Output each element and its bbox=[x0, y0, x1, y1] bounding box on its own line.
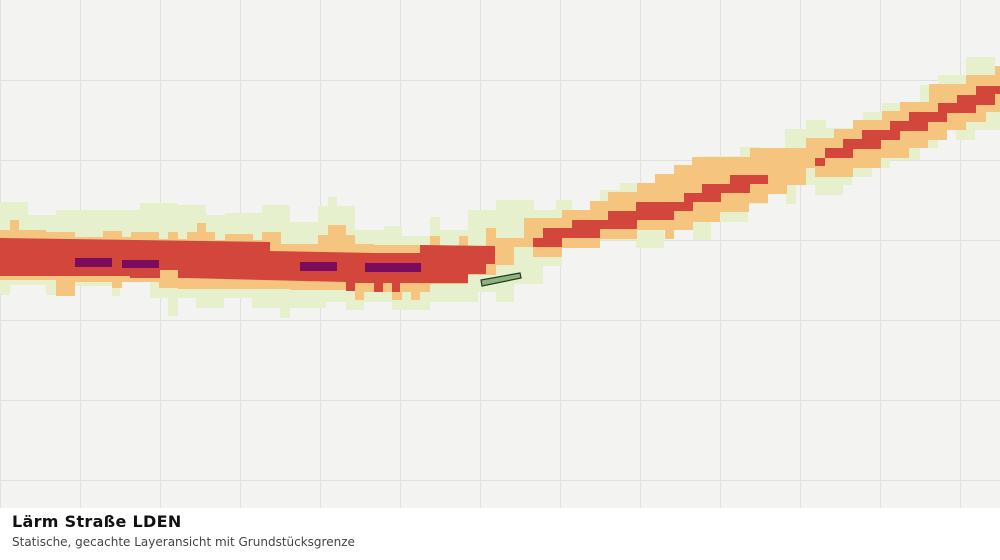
caption: Lärm Straße LDEN Statische, gecachte Lay… bbox=[12, 512, 355, 549]
parcel-boundary[interactable] bbox=[480, 272, 522, 287]
map-view bbox=[0, 0, 1000, 508]
noise-zone-very-high bbox=[75, 258, 421, 272]
noise-zone-medium bbox=[0, 66, 1000, 300]
grid bbox=[0, 0, 1000, 508]
noise-zone-high bbox=[0, 86, 1000, 292]
layer-subtitle: Statische, gecachte Layeransicht mit Gru… bbox=[12, 535, 355, 549]
layer-title: Lärm Straße LDEN bbox=[12, 512, 182, 531]
